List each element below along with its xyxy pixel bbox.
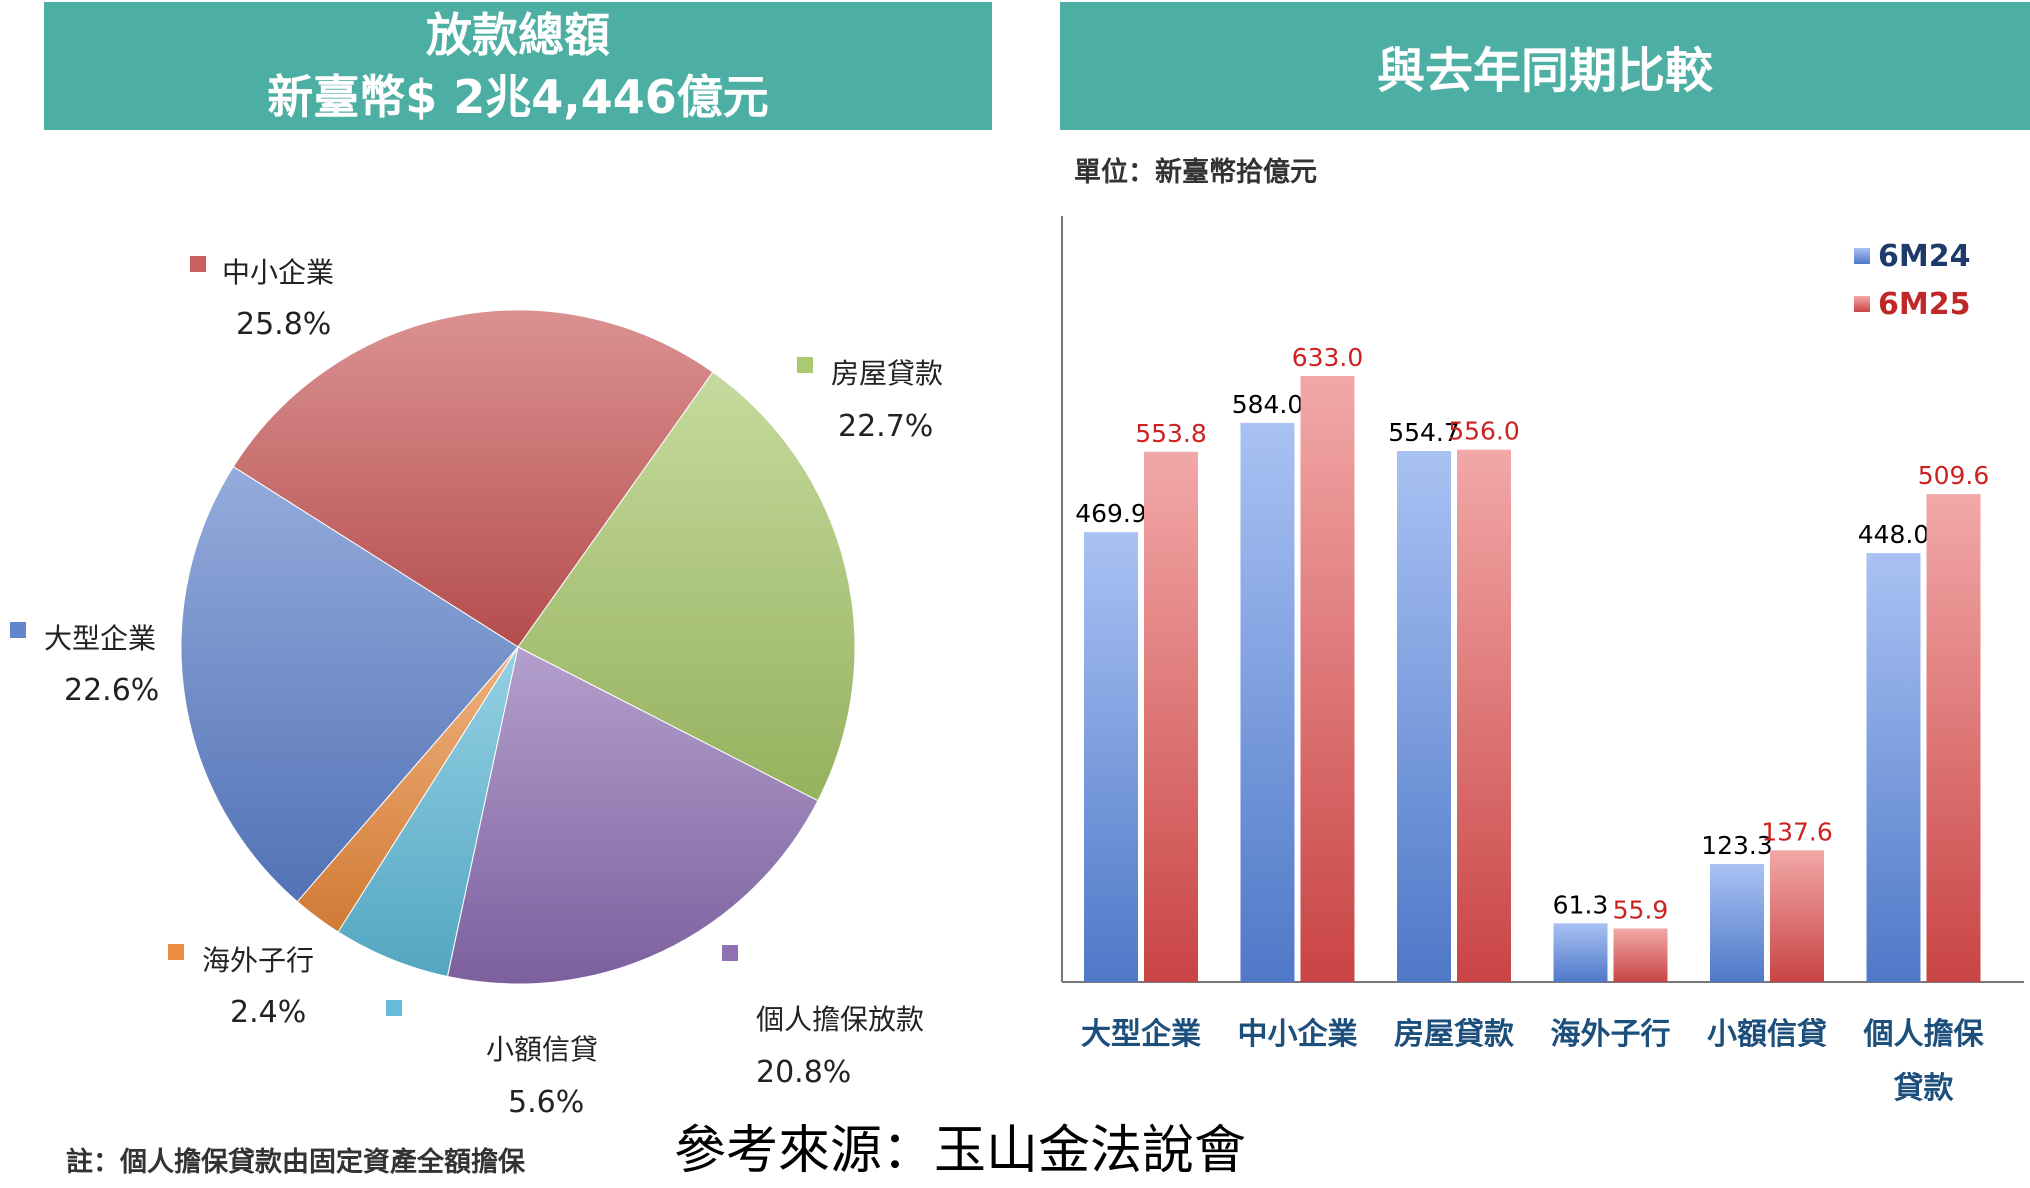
source-caption: 參考來源：玉山金法說會 (674, 1121, 1247, 1181)
bar-value-6M25-3: 55.9 (1613, 895, 1669, 924)
category-label-2-0: 房屋貸款 (1394, 1017, 1515, 1052)
pie-title-line1: 放款總額 (426, 8, 610, 62)
bar-title-banner: 與去年同期比較 (1060, 2, 2030, 130)
pie-chart: 中小企業 25.8% 房屋貸款 22.7% 個人擔保放款 20.8% 小額信貸 5.6% 海外子… (10, 256, 943, 1120)
pie-slice-5 (180, 465, 519, 903)
category-label-4-0: 小額信貸 (1707, 1017, 1827, 1052)
unit-label: 單位：新臺幣拾億元 (1074, 157, 1317, 188)
pie-slice-pct-1: 22.7% (838, 409, 933, 444)
pie-slice-pct-2: 20.8% (756, 1055, 851, 1090)
bar-6M24-4 (1710, 863, 1764, 982)
pie-slice-label-5: 大型企業 (44, 622, 156, 655)
bar-value-6M24-2: 554.7 (1388, 418, 1460, 447)
pie-legend-swatch-5 (10, 622, 26, 638)
pie-slice-0 (232, 309, 714, 648)
bar-value-6M24-1: 584.0 (1232, 390, 1304, 419)
bar-value-6M24-4: 123.3 (1701, 831, 1773, 860)
bar-6M25-2 (1457, 449, 1511, 982)
pie-slice-label-1: 房屋貸款 (831, 357, 943, 390)
bar-6M24-2 (1397, 450, 1451, 982)
pie-title-banner: 放款總額 新臺幣$ 2兆4,446億元 (44, 2, 992, 130)
bar-value-6M25-2: 556.0 (1448, 417, 1520, 446)
legend-swatch-6M25 (1854, 296, 1870, 312)
pie-slice-label-2: 個人擔保放款 (756, 1003, 924, 1036)
bar-6M24-5 (1866, 553, 1921, 982)
bar-6M25-5 (1926, 494, 1981, 982)
pie-slice-label-3: 小額信貸 (486, 1033, 598, 1066)
pie-slice-1 (517, 371, 856, 802)
bar-6M24-0 (1084, 532, 1138, 982)
pie-legend-swatch-2 (722, 945, 738, 961)
pie-title-line2: 新臺幣$ 2兆4,446億元 (267, 70, 769, 124)
bar-6M25-1 (1300, 376, 1355, 982)
category-label-3-0: 海外子行 (1551, 1017, 1671, 1052)
pie-legend-swatch-3 (386, 1000, 402, 1016)
bar-value-6M24-0: 469.9 (1075, 499, 1147, 528)
bar-value-6M24-5: 448.0 (1858, 520, 1930, 549)
pie-slice-pct-0: 25.8% (236, 307, 331, 342)
bar-6M24-3 (1553, 923, 1608, 982)
pie-slice-label-0: 中小企業 (222, 256, 334, 289)
category-label-1-0: 中小企業 (1238, 1017, 1358, 1052)
bar-value-6M25-0: 553.8 (1135, 419, 1207, 448)
pie-slice-2 (446, 646, 819, 985)
bar-value-6M25-5: 509.6 (1918, 461, 1990, 490)
pie-legend-swatch-4 (168, 944, 184, 960)
footnote: 註：個人擔保貸款由固定資產全額擔保 (66, 1147, 525, 1178)
bar-6M25-0 (1144, 451, 1198, 983)
pie-legend-swatch-1 (797, 357, 813, 373)
bar-value-6M24-3: 61.3 (1553, 890, 1609, 919)
pie-slice-label-4: 海外子行 (202, 944, 314, 977)
bar-6M25-4 (1770, 850, 1824, 982)
pie-slice-pct-5: 22.6% (64, 673, 159, 708)
bar-title: 與去年同期比較 (1376, 43, 1713, 99)
pie-legend-swatch-0 (190, 256, 206, 272)
legend-label-6M24: 6M24 (1878, 239, 1970, 274)
pie-slice-pct-3: 5.6% (508, 1085, 584, 1120)
pie-slice-pct-4: 2.4% (230, 995, 306, 1030)
legend-swatch-6M24 (1854, 248, 1870, 264)
legend-label-6M25: 6M25 (1878, 287, 1970, 322)
bar-value-6M25-4: 137.6 (1761, 817, 1833, 846)
category-label-0-0: 大型企業 (1081, 1017, 1201, 1052)
bar-6M25-3 (1613, 928, 1668, 982)
category-label-5-1: 貸款 (1894, 1071, 1955, 1106)
category-label-5-0: 個人擔保 (1863, 1017, 1985, 1052)
bar-value-6M25-1: 633.0 (1292, 343, 1364, 372)
bar-6M24-1 (1240, 422, 1295, 983)
